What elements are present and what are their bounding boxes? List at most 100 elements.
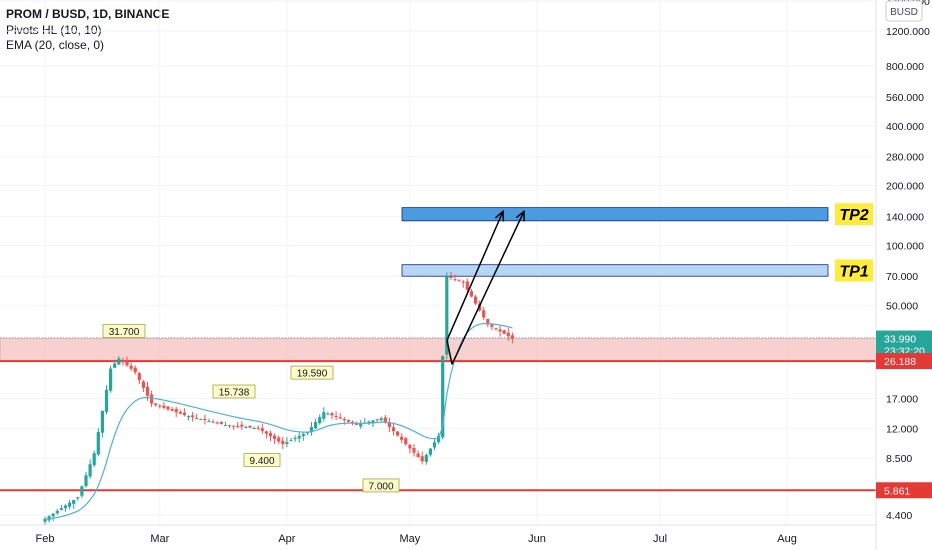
candle-body [396,431,400,436]
pivot-label-bg [290,365,334,380]
candle-body [293,438,297,440]
support-level-badge [876,482,932,499]
time-tick-label: Feb [36,533,55,545]
candle-body [207,420,211,422]
candle-body [199,419,203,421]
pivot-label: 15.738 [219,388,250,399]
candle-body [72,500,76,504]
time-tick-label: Apr [278,533,295,545]
candle-body [457,280,461,282]
price-tick-label: 4.400 [886,510,912,522]
projection-arrows [446,209,525,365]
candle-body [391,427,396,432]
price-tick-label: 100.000 [886,240,924,252]
candle-body [408,444,412,449]
tp-label: TP2 [839,207,868,224]
candle-body [445,276,449,355]
candle-body [318,417,322,424]
price-tick-label: 400.000 [886,121,924,133]
pivot-label: 9.400 [249,456,274,467]
tp-label-bg [835,203,873,226]
candle-body [170,409,174,411]
candle-body [162,405,166,408]
candle-body [498,329,502,332]
candle-body [506,332,510,337]
candle-body [486,318,490,325]
candle-body [453,279,457,281]
zones: TP2 TP1 [0,203,877,492]
candle-body [88,464,92,477]
price-tick-label: 17.000 [886,393,918,405]
candle-body [244,427,248,429]
time-tick-label: Aug [777,533,797,545]
candle-body [76,497,80,499]
candle-body [355,423,359,425]
pivot-label: 7.000 [368,481,393,492]
candle-body [232,425,236,427]
projection-arrow [446,211,504,341]
candle-body [63,505,68,509]
candle-body [109,368,113,391]
candle-body [437,435,441,443]
candle-body [416,453,420,457]
candle-body [449,276,453,278]
candle-body [195,418,199,420]
candle-body [469,291,473,297]
candle-body [129,365,133,369]
indicator-ema[interactable]: EMA (20, close, 0) [6,38,105,52]
candle-body [482,310,486,318]
support-level-badge [876,353,932,370]
candle-body [273,435,277,439]
price-axis: 1700.0001200.000800.000560.000400.000280… [875,0,932,550]
candle-body [219,421,223,424]
price-tick-label: 12.000 [886,423,918,435]
time-axis: Feb Mar Apr May Jun Jul Aug [0,524,876,545]
pivot-label-bg [102,324,146,338]
candle-body [502,330,506,334]
candle-body [215,422,219,424]
candle-body [186,416,191,418]
tp1-zone [401,264,829,277]
candle-body [59,508,63,510]
candle-body [465,281,469,290]
price-tick-label: 140.000 [886,211,924,223]
price-tick-label: 280.000 [886,152,924,164]
candle-body [346,419,350,422]
candle-body [211,421,215,423]
candle-body [203,418,207,421]
candle-body [473,296,478,304]
price-tick-label: 800.000 [886,61,924,73]
candle-body [137,373,141,381]
candle-body [133,367,137,373]
candle-body [461,281,465,283]
candle-body [96,432,100,455]
candle-body [297,436,301,439]
candle-body [264,431,268,434]
candle-body [260,428,264,432]
candle-body [248,425,252,428]
candle-body [359,423,363,427]
currency-badge [885,0,923,22]
pivot-label-bg [243,453,281,467]
support-zone [0,338,877,362]
candle-body [92,453,96,466]
candle-body [150,394,154,404]
candle-body [68,502,72,507]
pivot-labels: 31.700 15.738 19.590 9.400 7.000 [102,324,400,492]
price-axis-bg [876,0,932,550]
candle-body [400,436,404,440]
candle-body [342,419,346,421]
candle-body [379,418,383,421]
candle-body [494,328,498,330]
price-tick-label: 560.000 [886,92,924,104]
candle-body [268,433,273,437]
candle-body [301,434,305,437]
candle-body [387,422,391,427]
indicator-pivots[interactable]: Pivots HL (10, 10) [6,23,102,37]
price-tick-label: 50.000 [886,300,918,312]
pivot-label-bg [212,384,256,399]
candle-body [330,413,334,416]
candle-body [424,454,428,462]
grid [0,0,876,525]
